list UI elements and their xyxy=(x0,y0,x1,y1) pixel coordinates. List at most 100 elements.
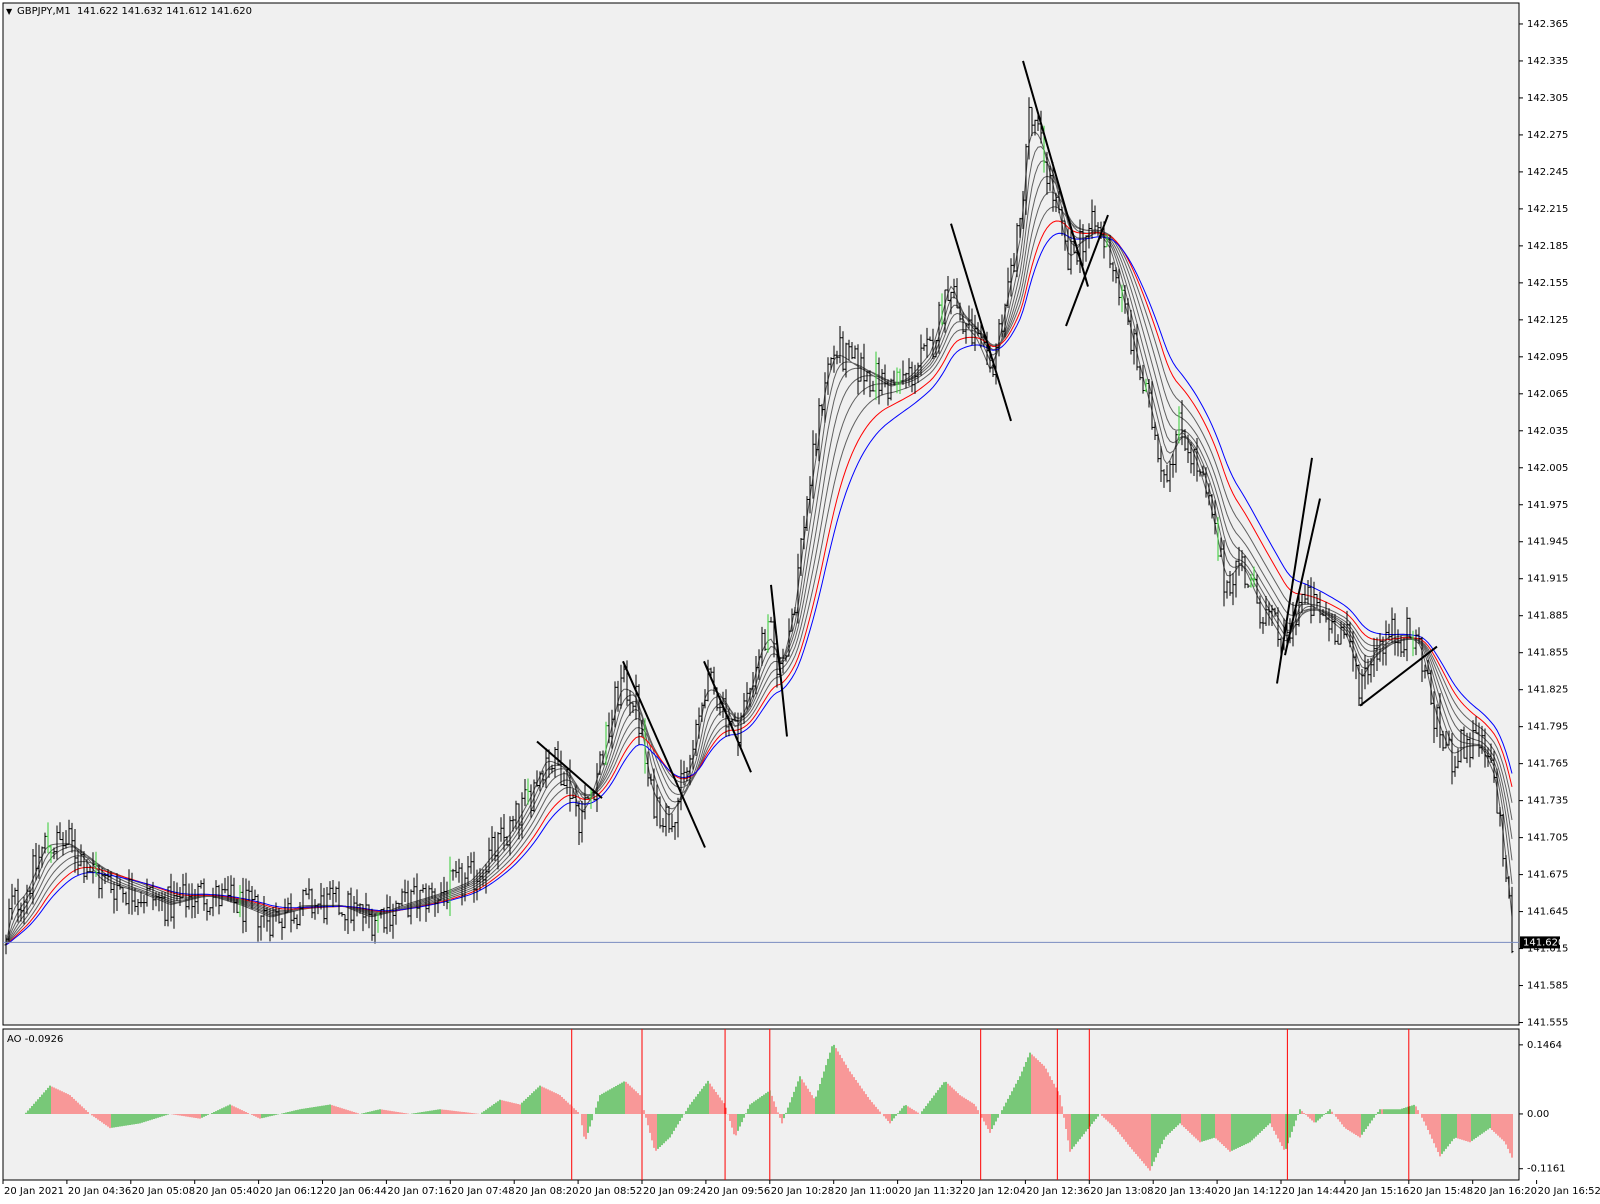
price-bar xyxy=(745,682,749,710)
price-bar xyxy=(922,343,926,351)
price-bar xyxy=(1444,731,1448,749)
price-bar xyxy=(1258,595,1262,629)
price-bar xyxy=(277,908,281,924)
price-bar xyxy=(748,687,752,707)
price-bar xyxy=(559,750,563,786)
price-bar xyxy=(781,648,785,674)
price-bar xyxy=(256,894,260,942)
price-tick-label: 142.215 xyxy=(1527,204,1568,215)
price-bar xyxy=(739,712,743,748)
price-bar xyxy=(355,889,359,917)
price-tick-label: 141.555 xyxy=(1527,1018,1568,1029)
price-bar xyxy=(856,344,860,395)
price-bar xyxy=(325,886,329,925)
price-bar xyxy=(229,875,233,903)
trendline[interactable] xyxy=(1359,645,1438,707)
price-bar xyxy=(1129,309,1133,355)
price-bar xyxy=(427,885,431,913)
price-bar xyxy=(10,883,14,920)
price-bar xyxy=(682,760,686,786)
time-tick-label: 20 Jan 09:24 xyxy=(643,1186,706,1197)
price-bar xyxy=(622,663,626,683)
main-chart-pane[interactable] xyxy=(2,2,1520,1026)
price-bar xyxy=(1459,728,1463,763)
price-bar xyxy=(1321,608,1325,617)
price-bar xyxy=(691,740,695,770)
price-bar xyxy=(784,654,788,662)
price-bar xyxy=(976,322,980,337)
trendline[interactable] xyxy=(770,584,788,737)
price-bar xyxy=(1357,664,1361,707)
trendline[interactable] xyxy=(950,223,1012,422)
price-bar xyxy=(814,433,818,457)
price-bar xyxy=(799,537,803,576)
price-bar xyxy=(1210,494,1214,519)
time-tick-label: 20 Jan 08:52 xyxy=(579,1186,642,1197)
price-bar xyxy=(895,367,899,394)
price-bar xyxy=(757,649,761,680)
time-tick-label: 20 Jan 12:36 xyxy=(1026,1186,1089,1197)
price-bar xyxy=(904,372,908,389)
price-bar xyxy=(226,876,230,902)
price-bar xyxy=(166,886,170,927)
price-tick-label: 142.035 xyxy=(1527,426,1568,437)
price-tick-label: 141.675 xyxy=(1527,870,1568,881)
price-bar xyxy=(1468,732,1472,768)
price-tick-label: 141.855 xyxy=(1527,648,1568,659)
price-bar xyxy=(394,900,398,925)
price-bar xyxy=(643,718,647,774)
price-bar xyxy=(1492,750,1496,783)
price-bar xyxy=(1336,634,1340,645)
trendline[interactable] xyxy=(703,660,752,773)
price-bar xyxy=(535,770,539,788)
price-bar xyxy=(1108,235,1112,269)
price-bar xyxy=(154,891,158,907)
price-bar xyxy=(67,819,71,845)
time-tick-label: 20 Jan 10:28 xyxy=(771,1186,834,1197)
time-tick-label: 20 Jan 13:40 xyxy=(1154,1186,1217,1197)
trendline[interactable] xyxy=(536,740,603,799)
price-bar xyxy=(1054,192,1058,212)
price-bar xyxy=(142,894,146,914)
price-bar xyxy=(949,291,953,315)
time-tick-label: 20 Jan 16:20 xyxy=(1474,1186,1537,1197)
price-bar xyxy=(91,852,95,884)
price-bar xyxy=(1390,607,1394,644)
price-bar xyxy=(1423,664,1427,679)
price-bar xyxy=(1069,230,1073,275)
price-tick-label: 142.245 xyxy=(1527,167,1568,178)
price-bar xyxy=(946,276,950,301)
price-bar xyxy=(1150,381,1154,430)
price-bar xyxy=(910,361,914,393)
price-bar xyxy=(391,903,395,939)
price-bar xyxy=(541,770,545,788)
price-bar xyxy=(832,345,836,373)
price-bar xyxy=(1135,323,1139,371)
price-bar xyxy=(850,341,854,360)
price-bar xyxy=(1093,205,1097,235)
price-bar xyxy=(1138,365,1142,381)
price-bar xyxy=(1240,550,1244,572)
trendline[interactable] xyxy=(1022,60,1089,287)
trendline[interactable] xyxy=(622,660,706,848)
price-bar xyxy=(487,837,491,874)
time-tick-label: 20 Jan 08:20 xyxy=(515,1186,578,1197)
price-bar xyxy=(1312,581,1316,616)
price-bar xyxy=(1117,268,1121,306)
price-bar xyxy=(1348,621,1352,648)
trendline[interactable] xyxy=(1276,457,1313,684)
price-bar xyxy=(175,882,179,901)
trendline[interactable] xyxy=(1284,498,1321,656)
price-bar xyxy=(397,902,401,909)
trendline[interactable] xyxy=(1065,214,1109,327)
price-bar xyxy=(1243,555,1247,589)
price-bar xyxy=(493,831,497,862)
price-bar xyxy=(1363,654,1367,690)
price-bar xyxy=(217,884,221,915)
price-bar xyxy=(1273,607,1277,617)
price-bar xyxy=(550,764,554,774)
indicator-pane[interactable] xyxy=(2,1028,1520,1181)
ao-tick-label: -0.1161 xyxy=(1527,1164,1566,1175)
price-bar xyxy=(1345,610,1349,638)
